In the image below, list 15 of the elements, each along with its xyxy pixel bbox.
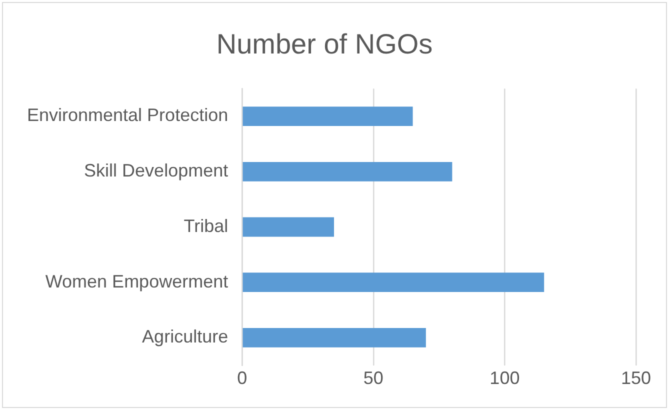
bar	[242, 162, 452, 182]
bar	[242, 328, 426, 348]
y-tick-label: Environmental Protection	[26, 105, 228, 126]
x-tick-label: 100	[490, 368, 520, 388]
bar	[242, 217, 334, 237]
x-tick-label: 0	[237, 368, 248, 388]
y-tick-label: Tribal	[184, 216, 228, 236]
x-tick-label: 150	[620, 368, 652, 388]
bar	[242, 106, 413, 126]
x-tick-label: 50	[363, 368, 384, 388]
y-tick-label: Women Empowerment	[45, 271, 228, 292]
y-tick-label: Skill Development	[84, 160, 228, 181]
y-tick-label: Agriculture	[142, 326, 228, 347]
bar	[242, 272, 544, 292]
chart-title: Number of NGOs	[216, 28, 433, 60]
